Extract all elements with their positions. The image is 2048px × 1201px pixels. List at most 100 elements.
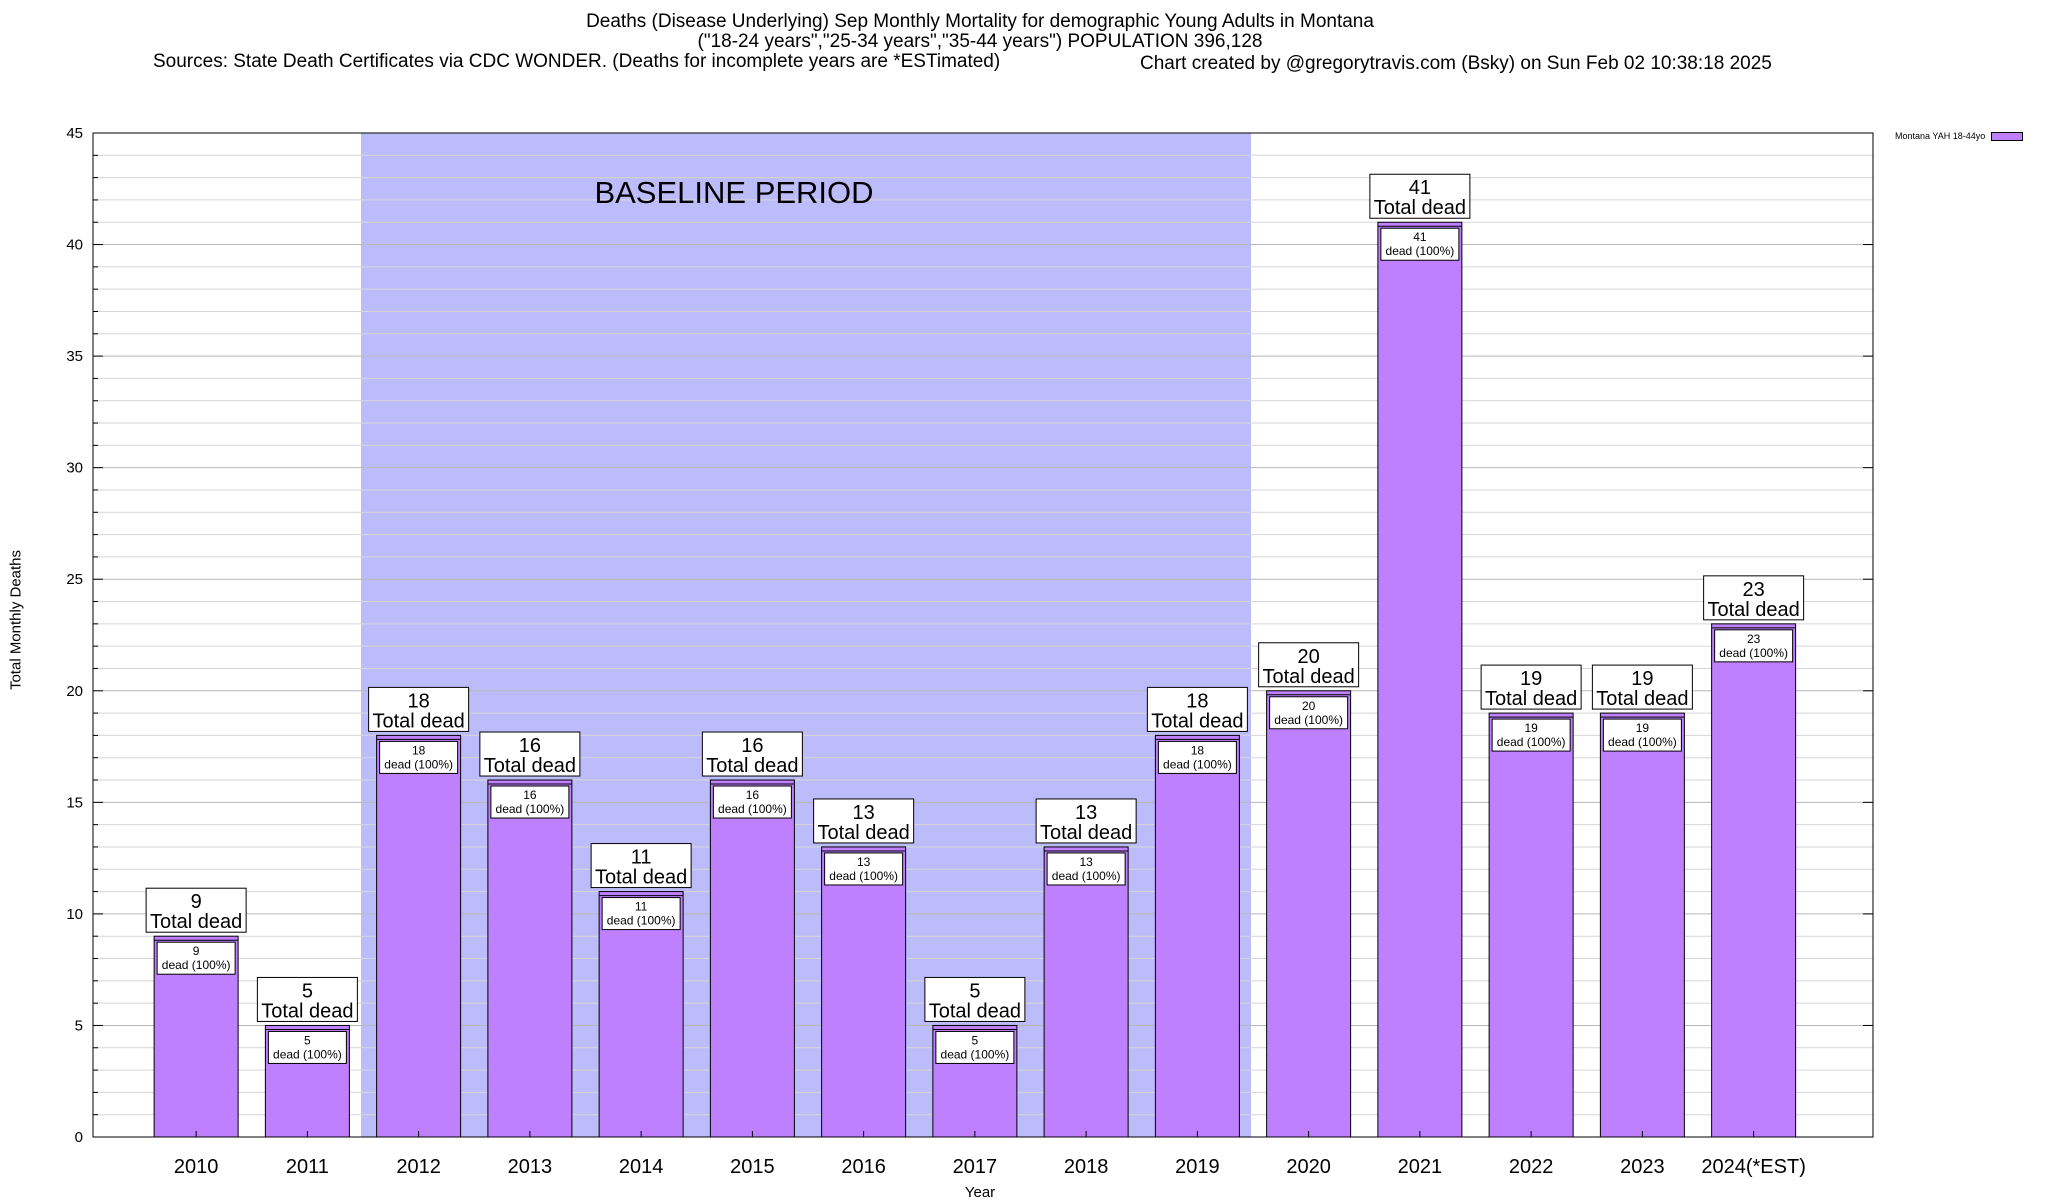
inner-label-box <box>824 852 904 886</box>
total-dead-label: Total dead <box>1262 666 1354 688</box>
bar <box>1154 734 1240 1138</box>
total-label-box <box>368 686 470 732</box>
total-dead-label: Total dead <box>1596 688 1688 710</box>
total-dead-label: Total dead <box>1040 822 1132 844</box>
total-dead-label: Total dead <box>372 710 464 732</box>
x-tick-label: 2020 <box>1286 1156 1331 1178</box>
legend-swatch <box>1991 131 2024 141</box>
inner-value-label: 11 <box>635 900 648 914</box>
inner-dead-label: dead (100%) <box>1274 713 1343 727</box>
inner-label-box <box>1157 740 1237 774</box>
y-tick-label: 40 <box>66 237 83 254</box>
x-tick-label: 2010 <box>174 1156 219 1178</box>
total-label-box <box>1035 798 1137 844</box>
total-label-box <box>590 843 692 889</box>
x-tick-label: 2024(*EST) <box>1701 1156 1806 1178</box>
inner-dead-label: dead (100%) <box>718 802 787 816</box>
total-dead-label: Total dead <box>595 867 687 889</box>
x-tick-label: 2022 <box>1509 1156 1554 1178</box>
total-value-label: 41 <box>1409 177 1431 199</box>
x-tick-label: 2015 <box>730 1156 775 1178</box>
bar <box>598 891 684 1138</box>
total-value-label: 13 <box>853 802 875 824</box>
total-dead-label: Total dead <box>706 755 798 777</box>
inner-label-box <box>935 1030 1015 1064</box>
total-label-box <box>256 976 358 1022</box>
bar <box>1377 221 1463 1138</box>
inner-value-label: 18 <box>412 743 426 757</box>
y-tick-label: 10 <box>66 906 83 923</box>
bar <box>1488 712 1574 1138</box>
total-value-label: 9 <box>191 891 202 913</box>
inner-value-label: 20 <box>1302 699 1316 713</box>
total-value-label: 16 <box>519 735 541 757</box>
inner-dead-label: dead (100%) <box>1608 735 1677 749</box>
bar <box>1043 846 1129 1138</box>
total-label-box <box>1703 575 1805 621</box>
total-dead-label: Total dead <box>150 911 242 933</box>
x-tick-label: 2014 <box>619 1156 664 1178</box>
inner-label-box <box>1380 227 1460 261</box>
total-value-label: 11 <box>631 847 652 869</box>
inner-dead-label: dead (100%) <box>273 1047 342 1061</box>
x-axis-label: Year <box>964 1184 996 1201</box>
y-tick-label: 35 <box>66 348 83 365</box>
y-tick-label: 20 <box>66 683 83 700</box>
y-tick-label: 15 <box>66 794 83 811</box>
inner-dead-label: dead (100%) <box>1719 646 1788 660</box>
bar <box>821 846 907 1138</box>
total-label-box <box>1146 686 1248 732</box>
bar <box>1711 623 1797 1138</box>
total-label-box <box>1369 173 1471 219</box>
x-tick-label: 2016 <box>841 1156 886 1178</box>
total-value-label: 18 <box>1186 690 1208 712</box>
inner-value-label: 13 <box>857 855 871 869</box>
inner-label-box <box>156 941 236 975</box>
inner-value-label: 19 <box>1636 721 1650 735</box>
total-value-label: 20 <box>1298 646 1320 668</box>
inner-label-box <box>267 1030 347 1064</box>
chart-title: Deaths (Disease Underlying) Sep Monthly … <box>0 12 1960 72</box>
inner-label-box <box>1602 718 1682 752</box>
inner-value-label: 5 <box>972 1033 979 1047</box>
total-value-label: 23 <box>1743 579 1765 601</box>
total-label-box <box>1258 642 1360 688</box>
title-line-2: ("18-24 years","25-34 years","35-44 year… <box>697 31 1263 52</box>
inner-value-label: 41 <box>1413 230 1427 244</box>
total-value-label: 5 <box>302 980 313 1002</box>
inner-dead-label: dead (100%) <box>1163 757 1232 771</box>
total-label-box <box>1591 664 1693 710</box>
total-value-label: 5 <box>969 980 980 1002</box>
bar <box>487 779 573 1138</box>
inner-dead-label: dead (100%) <box>1386 244 1455 258</box>
title-line-1: Deaths (Disease Underlying) Sep Monthly … <box>586 11 1374 32</box>
total-label-box <box>924 976 1026 1022</box>
y-tick-label: 0 <box>75 1129 83 1146</box>
y-tick-label: 30 <box>66 460 83 477</box>
y-tick-label: 25 <box>66 571 83 588</box>
bar <box>1266 690 1352 1138</box>
inner-value-label: 9 <box>193 944 200 958</box>
total-label-box <box>1480 664 1582 710</box>
total-value-label: 19 <box>1631 668 1653 690</box>
x-tick-label: 2021 <box>1398 1156 1443 1178</box>
inner-value-label: 16 <box>523 788 537 802</box>
inner-label-box <box>1491 718 1571 752</box>
inner-label-box <box>379 740 459 774</box>
inner-dead-label: dead (100%) <box>1497 735 1566 749</box>
total-value-label: 18 <box>408 690 430 712</box>
total-dead-label: Total dead <box>1374 197 1466 219</box>
inner-value-label: 13 <box>1079 855 1093 869</box>
total-dead-label: Total dead <box>929 1000 1021 1022</box>
x-tick-label: 2011 <box>286 1156 329 1178</box>
x-tick-label: 2013 <box>508 1156 553 1178</box>
total-dead-label: Total dead <box>817 822 909 844</box>
inner-dead-label: dead (100%) <box>162 958 231 972</box>
inner-dead-label: dead (100%) <box>384 757 453 771</box>
inner-value-label: 16 <box>746 788 760 802</box>
total-value-label: 16 <box>741 735 763 757</box>
total-dead-label: Total dead <box>261 1000 353 1022</box>
inner-label-box <box>1269 696 1349 730</box>
inner-dead-label: dead (100%) <box>941 1047 1010 1061</box>
total-dead-label: Total dead <box>1485 688 1577 710</box>
